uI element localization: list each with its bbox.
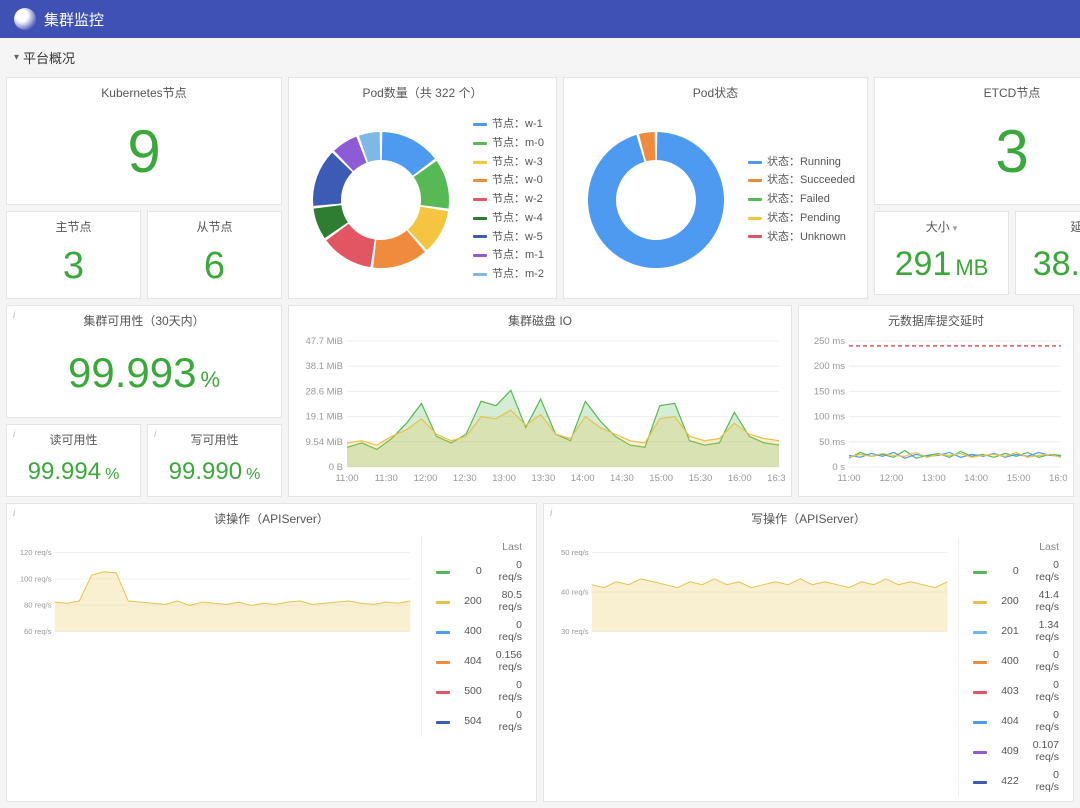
disk-io-chart: 47.7 MiB 38.1 MiB 28.6 MiB 19.1 MiB 9.54 MiB… — [295, 335, 785, 485]
info-icon[interactable]: i — [13, 429, 15, 440]
panel-title: 集群可用性（30天内） — [7, 306, 281, 335]
svg-text:50 req/s: 50 req/s — [561, 548, 589, 557]
panel-title: Pod数量（共 322 个） — [289, 78, 556, 107]
svg-text:28.6 MiB: 28.6 MiB — [306, 386, 344, 397]
pod-count-donut — [301, 120, 461, 280]
svg-text:13:00: 13:00 — [922, 473, 946, 484]
svg-text:15:00: 15:00 — [1007, 473, 1031, 484]
logo-icon — [14, 8, 36, 30]
panel-k8s-nodes: Kubernetes节点 9 — [6, 77, 282, 205]
panel-etcd-size: 大小▾ 291MB — [874, 211, 1009, 295]
info-icon[interactable]: i — [550, 508, 552, 519]
write-ops-chart: 50 req/s 40 req/s 30 req/s — [550, 537, 952, 647]
panel-title: 延时 — [1016, 212, 1080, 241]
svg-text:15:00: 15:00 — [649, 473, 673, 484]
panel-read-ops: i 读操作（APIServer） 120 req/s 100 req/s 80 re… — [6, 503, 537, 802]
svg-text:200 ms: 200 ms — [814, 361, 845, 372]
panel-disk-io: 集群磁盘 IO 47.7 MiB 38.1 MiB 28.6 MiB 19.1 MiB… — [288, 305, 792, 497]
k8s-node-count: 9 — [7, 107, 281, 204]
svg-text:30 req/s: 30 req/s — [561, 627, 589, 636]
svg-text:14:30: 14:30 — [610, 473, 634, 484]
panel-title: ETCD节点 — [875, 78, 1080, 107]
svg-text:12:00: 12:00 — [414, 473, 438, 484]
read-ops-legend: Last00 req/s20080.5 req/s4000 req/s4040.… — [421, 537, 530, 737]
svg-text:0 B: 0 B — [329, 462, 343, 473]
pod-status-donut — [576, 120, 736, 280]
svg-text:0 s: 0 s — [832, 462, 845, 473]
panel-cluster-availability: i 集群可用性（30天内） 99.993% — [6, 305, 282, 418]
panel-write-availability: i 写可用性 99.990% — [147, 424, 282, 497]
etcd-latency-chart: 250 ms 200 ms 150 ms 100 ms 50 ms 0 s11:00 12:… — [805, 335, 1067, 485]
panel-title: 从节点 — [148, 212, 281, 241]
app-header: 集群监控 — [0, 0, 1080, 38]
svg-text:38.1 MiB: 38.1 MiB — [306, 361, 344, 372]
svg-text:14:00: 14:00 — [571, 473, 595, 484]
svg-text:80 req/s: 80 req/s — [24, 601, 52, 610]
panel-master-nodes: 主节点 3 — [6, 211, 141, 299]
svg-text:100 ms: 100 ms — [814, 412, 845, 423]
panel-etcd-commit-latency: 元数据库提交延时 250 ms 200 ms 150 ms 100 ms 50 ms 0 … — [798, 305, 1074, 497]
pod-status-legend: 状态：Running状态：Succeeded状态：Failed状态：Pendin… — [748, 153, 855, 246]
svg-text:15:30: 15:30 — [689, 473, 713, 484]
svg-text:150 ms: 150 ms — [814, 386, 845, 397]
caret-down-icon: ▾ — [953, 223, 958, 233]
panel-title: 大小▾ — [875, 212, 1008, 241]
cluster-avail: 99.993% — [7, 335, 281, 417]
svg-text:16:00: 16:00 — [728, 473, 752, 484]
etcd-latency: 38.5ms — [1016, 241, 1080, 294]
panel-title: 读可用性 — [7, 425, 140, 454]
svg-text:40 req/s: 40 req/s — [561, 587, 589, 596]
svg-text:100 req/s: 100 req/s — [20, 574, 52, 583]
svg-text:11:00: 11:00 — [837, 473, 860, 484]
pod-count-legend: 节点：w-1节点：m-0节点：w-3节点：w-0节点：w-2节点：w-4节点：w… — [473, 115, 544, 283]
write-ops-legend: Last00 req/s20041.4 req/s2011.34 req/s40… — [958, 537, 1067, 797]
write-avail: 99.990% — [148, 454, 281, 496]
svg-text:9.54 MiB: 9.54 MiB — [306, 437, 344, 448]
panel-title: 写可用性 — [148, 425, 281, 454]
panel-etcd-nodes: ETCD节点 3 — [874, 77, 1080, 205]
svg-text:13:30: 13:30 — [531, 473, 555, 484]
panel-pod-count: Pod数量（共 322 个） 节点：w-1节点：m-0节点：w-3节点：w-0节… — [288, 77, 557, 299]
panel-pod-status: Pod状态 状态：Running状态：Succeeded状态：Failed状态：… — [563, 77, 868, 299]
panel-title: Pod状态 — [564, 78, 867, 107]
svg-text:11:00: 11:00 — [335, 473, 358, 484]
master-count: 3 — [7, 241, 140, 298]
svg-text:11:30: 11:30 — [375, 473, 398, 484]
read-avail: 99.994% — [7, 454, 140, 496]
panel-title: 元数据库提交延时 — [799, 306, 1073, 335]
svg-text:19.1 MiB: 19.1 MiB — [306, 412, 344, 423]
svg-text:16:30: 16:30 — [767, 473, 785, 484]
section-header[interactable]: ▾ 平台概况 — [0, 38, 1080, 77]
worker-count: 6 — [148, 241, 281, 298]
svg-text:13:00: 13:00 — [492, 473, 516, 484]
svg-text:12:00: 12:00 — [880, 473, 904, 484]
svg-text:47.7 MiB: 47.7 MiB — [306, 336, 344, 347]
panel-write-ops: i 写操作（APIServer） 50 req/s 40 req/s 30 req/… — [543, 503, 1074, 802]
read-ops-chart: 120 req/s 100 req/s 80 req/s 60 req/s — [13, 537, 415, 647]
svg-text:60 req/s: 60 req/s — [24, 627, 52, 636]
info-icon[interactable]: i — [13, 310, 15, 321]
panel-title: 写操作（APIServer） — [544, 504, 1073, 533]
panel-etcd-latency: 延时 38.5ms — [1015, 211, 1080, 295]
section-title-text: 平台概况 — [23, 48, 75, 67]
chevron-down-icon: ▾ — [14, 52, 19, 63]
svg-text:50 ms: 50 ms — [819, 437, 845, 448]
svg-text:16:00: 16:00 — [1049, 473, 1067, 484]
panel-title: 集群磁盘 IO — [289, 306, 791, 335]
app-title: 集群监控 — [44, 9, 104, 30]
etcd-count: 3 — [875, 107, 1080, 204]
panel-title: 读操作（APIServer） — [7, 504, 536, 533]
panel-worker-nodes: 从节点 6 — [147, 211, 282, 299]
panel-title: Kubernetes节点 — [7, 78, 281, 107]
panel-title: 主节点 — [7, 212, 140, 241]
svg-text:120 req/s: 120 req/s — [20, 548, 52, 557]
svg-text:14:00: 14:00 — [964, 473, 988, 484]
info-icon[interactable]: i — [13, 508, 15, 519]
panel-read-availability: i 读可用性 99.994% — [6, 424, 141, 497]
info-icon[interactable]: i — [154, 429, 156, 440]
etcd-size: 291MB — [875, 241, 1008, 294]
svg-text:12:30: 12:30 — [453, 473, 477, 484]
svg-text:250 ms: 250 ms — [814, 336, 845, 347]
